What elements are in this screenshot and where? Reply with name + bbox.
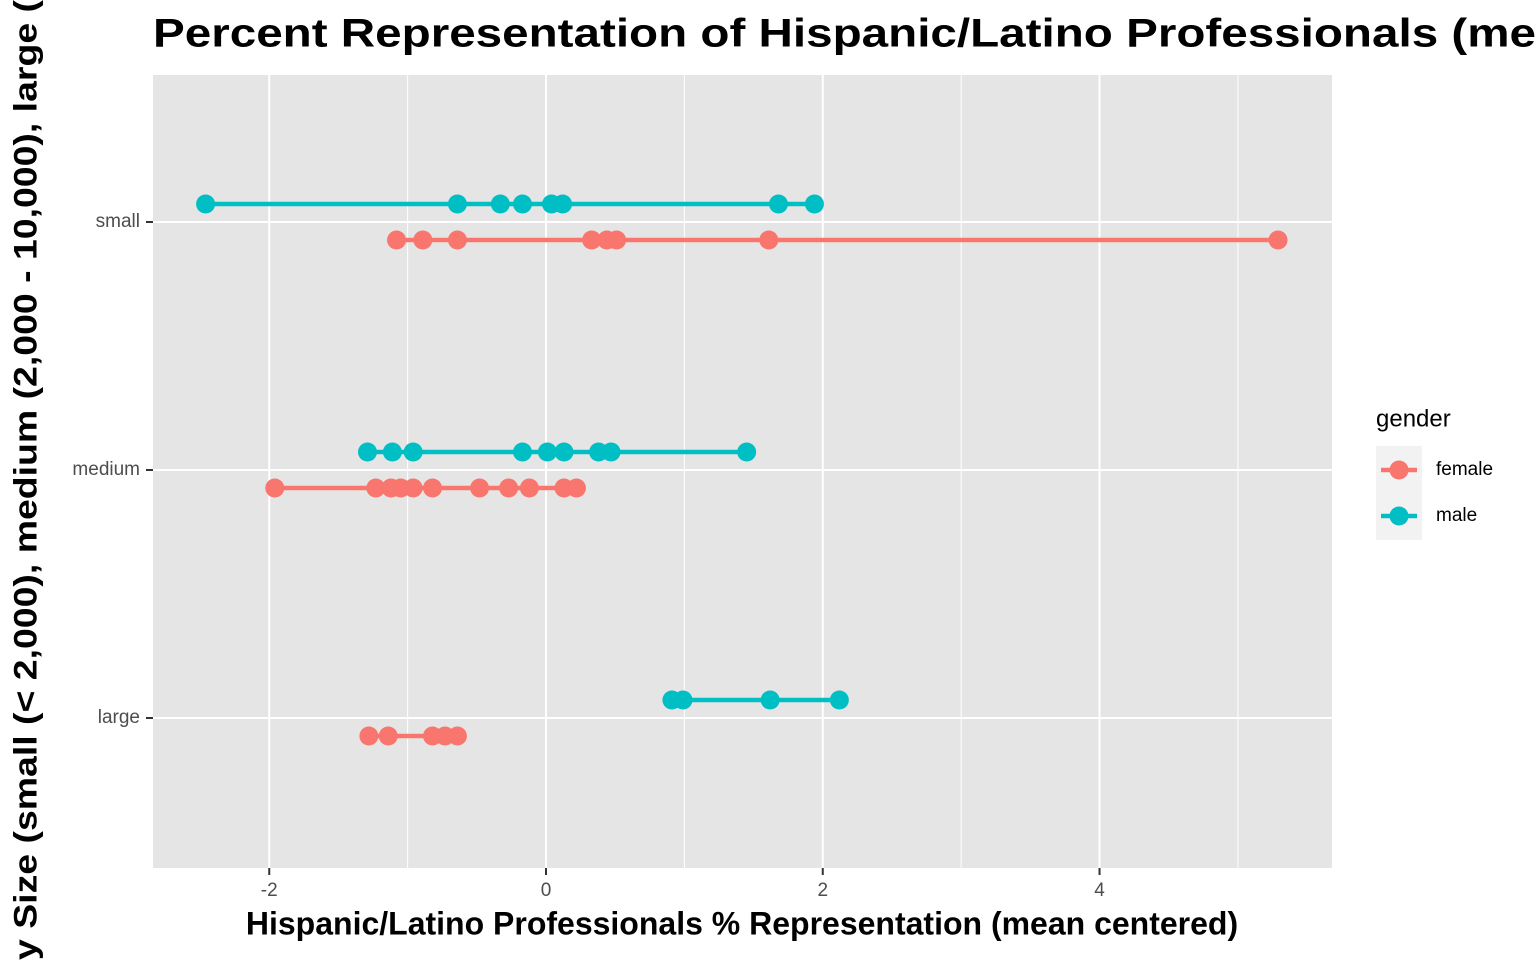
point <box>196 194 216 214</box>
point <box>804 194 824 214</box>
legend-title: gender <box>1376 405 1451 432</box>
point <box>378 726 398 746</box>
point <box>512 194 532 214</box>
point <box>512 442 532 462</box>
legend-key-background <box>1376 446 1422 540</box>
point <box>366 478 386 498</box>
point <box>607 230 627 250</box>
point <box>537 442 557 462</box>
y-axis-label: y Size (small (< 2,000), medium (2,000 -… <box>7 0 43 960</box>
point <box>553 194 573 214</box>
point <box>413 230 433 250</box>
point <box>759 230 779 250</box>
x-axis-label: Hispanic/Latino Professionals % Represen… <box>246 905 1238 941</box>
panel <box>153 75 1332 868</box>
point <box>582 230 602 250</box>
x-tick-label: -2 <box>261 880 278 901</box>
point <box>566 478 586 498</box>
point <box>554 442 574 462</box>
point <box>673 690 693 710</box>
point <box>423 478 443 498</box>
point <box>387 230 407 250</box>
point <box>760 690 780 710</box>
y-tick-label: medium <box>72 459 140 480</box>
point <box>265 478 285 498</box>
point <box>403 442 423 462</box>
point <box>829 690 849 710</box>
point <box>768 194 788 214</box>
point <box>470 478 490 498</box>
point <box>519 478 539 498</box>
chart-title: Percent Representation of Hispanic/Latin… <box>153 12 1536 56</box>
legend-key-point <box>1389 460 1409 480</box>
point <box>1268 230 1288 250</box>
legend: female male <box>1376 446 1493 540</box>
point <box>737 442 757 462</box>
point <box>447 230 467 250</box>
point <box>357 442 377 462</box>
y-tick-label: large <box>98 707 140 728</box>
point <box>601 442 621 462</box>
point <box>499 478 519 498</box>
legend-label: male <box>1436 505 1477 526</box>
marks <box>196 194 1288 746</box>
y-tick-label: small <box>96 211 140 232</box>
point <box>447 726 467 746</box>
point <box>359 726 379 746</box>
legend-key-point <box>1389 506 1409 526</box>
x-tick-label: 4 <box>1094 880 1105 901</box>
legend-label: female <box>1436 459 1493 480</box>
point <box>490 194 510 214</box>
point <box>382 442 402 462</box>
x-tick-label: 2 <box>817 880 828 901</box>
x-tick-label: 0 <box>541 880 552 901</box>
point <box>447 194 467 214</box>
point <box>403 478 423 498</box>
